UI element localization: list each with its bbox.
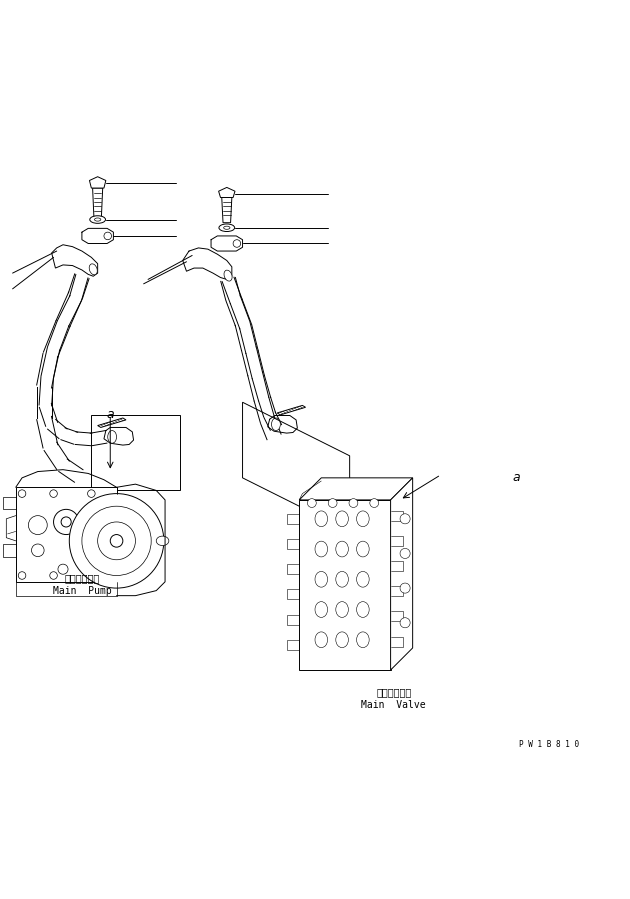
Polygon shape <box>89 177 106 188</box>
Ellipse shape <box>315 572 328 587</box>
Ellipse shape <box>315 632 328 647</box>
Ellipse shape <box>336 632 348 647</box>
Circle shape <box>32 544 44 556</box>
Text: a: a <box>513 471 520 485</box>
Circle shape <box>349 499 358 507</box>
Circle shape <box>106 572 114 579</box>
Ellipse shape <box>219 224 234 232</box>
Text: メインバルブ: メインバルブ <box>376 687 411 697</box>
Circle shape <box>50 490 57 497</box>
Polygon shape <box>52 245 98 276</box>
Polygon shape <box>98 418 126 427</box>
Ellipse shape <box>336 511 348 527</box>
Polygon shape <box>222 198 232 223</box>
Circle shape <box>88 490 95 497</box>
Ellipse shape <box>357 572 369 587</box>
Circle shape <box>400 548 410 558</box>
Ellipse shape <box>315 601 328 618</box>
Ellipse shape <box>156 536 169 546</box>
Ellipse shape <box>336 601 348 618</box>
Ellipse shape <box>357 632 369 647</box>
Ellipse shape <box>315 511 328 527</box>
Ellipse shape <box>336 572 348 587</box>
Polygon shape <box>299 500 391 670</box>
Polygon shape <box>219 187 235 198</box>
Ellipse shape <box>357 601 369 618</box>
Ellipse shape <box>336 541 348 556</box>
Polygon shape <box>299 478 413 500</box>
Ellipse shape <box>357 511 369 527</box>
Ellipse shape <box>224 227 230 229</box>
Circle shape <box>400 513 410 524</box>
Ellipse shape <box>89 263 97 275</box>
Ellipse shape <box>224 270 232 281</box>
Ellipse shape <box>94 218 101 221</box>
Circle shape <box>28 516 47 535</box>
Circle shape <box>370 499 379 507</box>
Circle shape <box>307 499 316 507</box>
Ellipse shape <box>108 431 117 443</box>
Circle shape <box>83 565 93 574</box>
Circle shape <box>400 618 410 628</box>
Text: Main  Pump: Main Pump <box>52 586 112 596</box>
Circle shape <box>87 543 102 558</box>
Circle shape <box>50 572 57 579</box>
Text: P W 1 B 8 1 0: P W 1 B 8 1 0 <box>520 740 580 749</box>
Circle shape <box>400 583 410 593</box>
Text: Main  Valve: Main Valve <box>362 699 426 709</box>
Circle shape <box>110 535 123 547</box>
Text: メインポンプ: メインポンプ <box>64 574 100 583</box>
Ellipse shape <box>272 418 280 431</box>
Circle shape <box>54 510 79 535</box>
Circle shape <box>82 506 151 575</box>
Polygon shape <box>391 478 413 670</box>
Circle shape <box>104 232 112 240</box>
Ellipse shape <box>315 541 328 556</box>
Circle shape <box>18 490 26 497</box>
Circle shape <box>58 565 68 574</box>
Circle shape <box>328 499 337 507</box>
Polygon shape <box>277 405 306 414</box>
Circle shape <box>69 494 164 588</box>
Ellipse shape <box>357 541 369 556</box>
Text: a: a <box>106 408 114 422</box>
Circle shape <box>98 522 135 560</box>
Circle shape <box>233 240 241 247</box>
Polygon shape <box>93 188 103 217</box>
Circle shape <box>61 517 71 527</box>
Ellipse shape <box>90 216 106 223</box>
Circle shape <box>18 572 26 579</box>
Polygon shape <box>16 487 117 582</box>
